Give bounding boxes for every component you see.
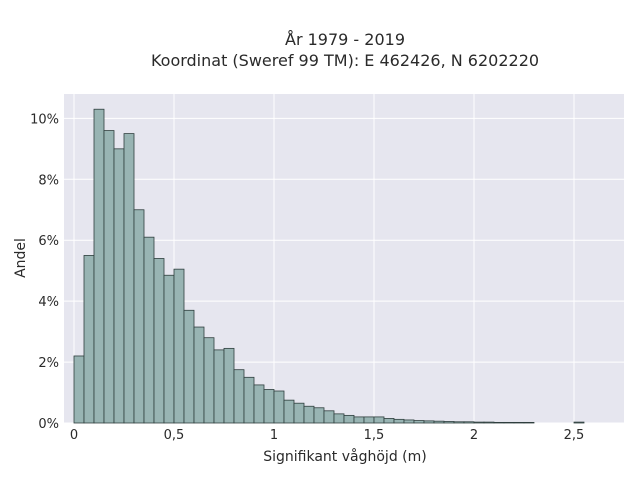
histogram-bar [133, 209, 145, 424]
histogram-bar [383, 418, 395, 424]
histogram-bar [373, 416, 385, 424]
histogram-bar [103, 130, 115, 424]
y-tick-label: 2% [38, 356, 59, 371]
histogram-bar [483, 421, 495, 424]
y-tick-label: 0% [38, 417, 59, 432]
histogram-bar [93, 108, 105, 424]
histogram-bar [453, 421, 465, 424]
x-axis-label: Signifikant våghöjd (m) [263, 448, 426, 465]
histogram-bar [183, 309, 195, 424]
histogram-bar [253, 384, 265, 424]
histogram-bar [173, 268, 185, 424]
histogram-bar [363, 416, 375, 424]
histogram-bar [203, 337, 215, 424]
y-tick-label: 4% [38, 295, 59, 310]
histogram-bar [343, 414, 355, 424]
x-tick-label: 2 [470, 428, 478, 443]
y-tick-label: 6% [38, 234, 59, 249]
histogram-bar [193, 326, 205, 424]
histogram-bar [143, 236, 155, 424]
histogram-bar [473, 421, 485, 424]
histogram-bar [273, 390, 285, 424]
histogram-bar [393, 418, 405, 424]
y-axis-label: Andel [13, 238, 29, 278]
histogram-bar [233, 369, 245, 424]
histogram-bar [293, 402, 305, 424]
histogram-bar [313, 407, 325, 424]
histogram-bar [573, 421, 585, 424]
histogram-bar [283, 399, 295, 424]
histogram-bar [243, 376, 255, 424]
x-tick-label: 2,5 [564, 428, 585, 443]
x-tick-label: 1 [270, 428, 278, 443]
y-tick-label: 10% [30, 112, 59, 127]
histogram-bar [123, 133, 135, 424]
histogram-bar [113, 148, 125, 424]
histogram-bar [83, 255, 95, 424]
histogram-bar [433, 420, 445, 424]
chart-title-line1: År 1979 - 2019 [285, 30, 405, 49]
y-axis-ticks: 0% 2% 4% 6% 8% 10% [30, 112, 59, 432]
histogram-bar [303, 405, 315, 424]
histogram-bar [153, 258, 165, 424]
histogram-bar [493, 421, 505, 424]
histogram-bar [423, 420, 435, 424]
y-tick-label: 8% [38, 173, 59, 188]
histogram-bar [213, 349, 225, 424]
x-tick-label: 0,5 [164, 428, 185, 443]
histogram-bar [523, 421, 535, 424]
histogram-bar [73, 355, 85, 424]
histogram-bar [163, 274, 175, 424]
histogram-bar [353, 416, 365, 424]
x-tick-label: 0 [70, 428, 78, 443]
histogram-bar [403, 419, 415, 424]
histogram-bar [263, 389, 275, 424]
x-axis-ticks: 0 0,5 1 1,5 2 2,5 [70, 428, 584, 443]
histogram-bar [503, 421, 515, 424]
histogram-bar [323, 410, 335, 424]
histogram-bar [463, 421, 475, 424]
histogram-bar [443, 421, 455, 424]
histogram-bar [513, 421, 525, 424]
histogram-bars [73, 108, 585, 424]
histogram-bar [333, 413, 345, 424]
chart-title-line2: Koordinat (Sweref 99 TM): E 462426, N 62… [151, 51, 539, 70]
x-tick-label: 1,5 [364, 428, 385, 443]
histogram-bar [223, 347, 235, 424]
histogram-bar [413, 420, 425, 424]
